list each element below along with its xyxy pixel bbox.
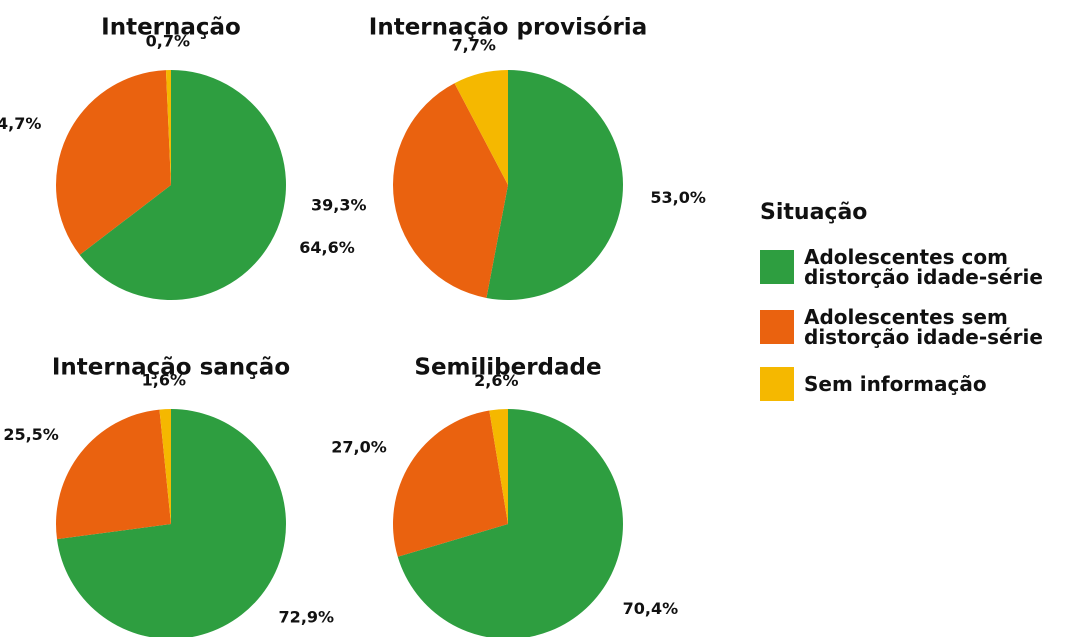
data-label: 27,0%: [331, 438, 387, 457]
data-label: 39,3%: [311, 196, 367, 215]
data-label: 70,4%: [623, 599, 679, 618]
pie-slice: [55, 70, 171, 255]
legend-item: Sem informação: [760, 367, 1060, 401]
data-label: 0,7%: [146, 32, 190, 51]
pie-slice: [79, 70, 286, 301]
data-label: 1,6%: [142, 371, 186, 390]
data-label: 2,6%: [474, 371, 518, 390]
pie-slice: [489, 409, 508, 524]
pie-slice: [56, 409, 286, 637]
legend-swatch: [760, 367, 794, 401]
legend-label: Adolescentes com distorção idade-série: [804, 245, 1043, 289]
chart-title: Internação sanção: [52, 355, 290, 381]
data-label: 7,7%: [452, 36, 496, 55]
chart-title: Semiliberdade: [414, 355, 601, 381]
pie-slice: [56, 409, 172, 540]
legend-label: Sem informação: [804, 372, 987, 396]
data-label: 72,9%: [279, 608, 335, 627]
pie-slice: [392, 83, 508, 298]
data-label: 25,5%: [3, 425, 59, 444]
pie-slice: [165, 70, 171, 185]
pie-slice: [454, 70, 508, 185]
pie-slice: [159, 409, 171, 524]
pie-slice: [486, 70, 623, 301]
data-label: 34,7%: [0, 114, 41, 133]
data-label: 64,6%: [299, 238, 355, 257]
legend-swatch: [760, 310, 794, 344]
legend-label: Adolescentes sem distorção idade-série: [804, 305, 1043, 349]
legend: Situação Adolescentes com distorção idad…: [760, 200, 1060, 421]
chart-title: Internação: [101, 15, 241, 41]
pie-slice: [397, 409, 623, 637]
pie-slice: [393, 410, 508, 557]
data-label: 53,0%: [650, 188, 706, 207]
legend-swatch: [760, 250, 794, 284]
legend-item: Adolescentes com distorção idade-série: [760, 247, 1060, 287]
legend-title: Situação: [760, 200, 868, 225]
legend-item: Adolescentes sem distorção idade-série: [760, 307, 1060, 347]
chart-title: Internação provisória: [369, 15, 647, 41]
